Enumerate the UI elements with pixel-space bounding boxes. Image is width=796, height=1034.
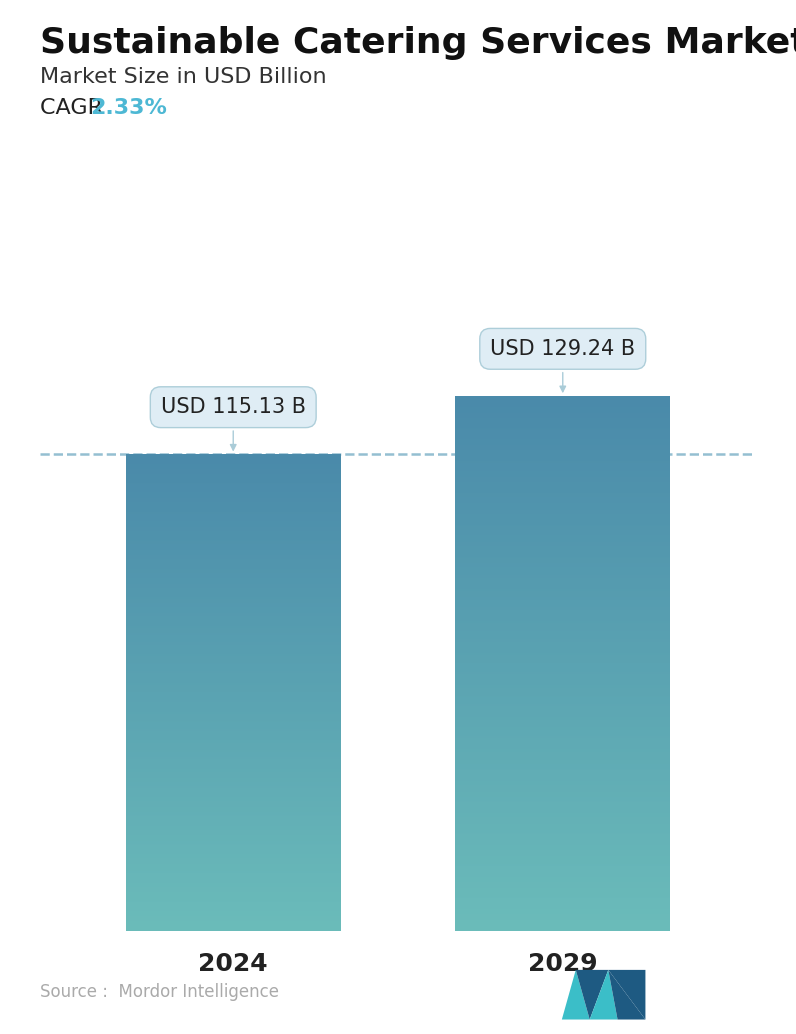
Text: Sustainable Catering Services Market: Sustainable Catering Services Market: [40, 26, 796, 60]
Text: USD 129.24 B: USD 129.24 B: [490, 339, 635, 392]
Polygon shape: [608, 970, 646, 1020]
Text: Source :  Mordor Intelligence: Source : Mordor Intelligence: [40, 983, 279, 1001]
Polygon shape: [590, 970, 618, 1020]
Polygon shape: [562, 970, 590, 1020]
Text: Market Size in USD Billion: Market Size in USD Billion: [40, 67, 326, 87]
Polygon shape: [608, 970, 646, 1020]
Text: USD 115.13 B: USD 115.13 B: [161, 397, 306, 450]
Text: CAGR: CAGR: [40, 98, 110, 118]
Polygon shape: [576, 970, 608, 1020]
Text: 2.33%: 2.33%: [90, 98, 167, 118]
